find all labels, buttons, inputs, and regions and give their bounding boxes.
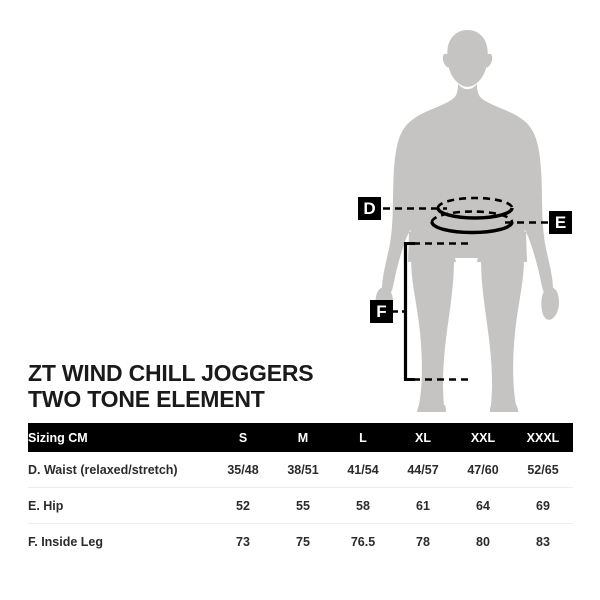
cell-waist-xl: 44/57: [407, 462, 439, 477]
product-title-line-2: TWO TONE ELEMENT: [28, 386, 265, 412]
sizing-table: Sizing CM S M L XL XXL XXXL D. Waist (re…: [28, 423, 573, 559]
cell-waist-s: 35/48: [227, 462, 259, 477]
table-row: D. Waist (relaxed/stretch) 35/48 38/51 4…: [28, 452, 573, 488]
product-title: ZT WIND CHILL JOGGERS TWO TONE ELEMENT: [28, 360, 448, 412]
column-header-xxxl: XXXL: [526, 430, 560, 445]
body-silhouette-icon: [375, 30, 559, 412]
column-header-xxl: XXL: [470, 430, 496, 445]
table-row: F. Inside Leg 73 75 76.5 78 80 83: [28, 524, 573, 560]
cell-inside-leg-m: 75: [296, 534, 310, 549]
cell-hip-l: 58: [356, 498, 370, 513]
cell-hip-s: 52: [236, 498, 250, 513]
cell-hip-xxxl: 69: [536, 498, 550, 513]
table-row: E. Hip 52 55 58 61 64 69: [28, 488, 573, 524]
measurement-marker-d: D: [358, 197, 381, 220]
product-title-line-1: ZT WIND CHILL JOGGERS: [28, 360, 314, 386]
cell-inside-leg-xl: 78: [416, 534, 430, 549]
column-header-xl: XL: [415, 430, 431, 445]
hip-band-ellipse: [430, 210, 514, 235]
cell-hip-m: 55: [296, 498, 310, 513]
measurement-marker-e: E: [549, 211, 572, 234]
cell-waist-xxl: 47/60: [467, 462, 499, 477]
cell-waist-l: 41/54: [347, 462, 379, 477]
cell-hip-xxl: 64: [476, 498, 490, 513]
cell-inside-leg-xxxl: 83: [536, 534, 550, 549]
sizing-diagram: D E F: [358, 30, 572, 412]
cell-inside-leg-s: 73: [236, 534, 250, 549]
column-header-l: L: [359, 430, 367, 445]
sizing-table-body: D. Waist (relaxed/stretch) 35/48 38/51 4…: [28, 452, 573, 559]
column-header-s: S: [238, 430, 248, 445]
row-label-hip: E. Hip: [28, 498, 64, 513]
row-label-inside-leg: F. Inside Leg: [28, 534, 104, 549]
row-label-waist: D. Waist (relaxed/stretch): [28, 462, 178, 477]
cell-inside-leg-l: 76.5: [350, 534, 376, 549]
sizing-table-head: Sizing CM S M L XL XXL XXXL: [28, 423, 573, 452]
cell-waist-m: 38/51: [287, 462, 319, 477]
cell-inside-leg-xxl: 80: [476, 534, 490, 549]
column-header-m: M: [297, 430, 309, 445]
table-header-row: Sizing CM S M L XL XXL XXXL: [28, 423, 573, 452]
cell-hip-xl: 61: [416, 498, 430, 513]
column-header-sizing-cm: Sizing CM: [28, 430, 88, 445]
body-figure-svg: [375, 30, 559, 412]
measurement-marker-f: F: [370, 300, 393, 323]
waist-band-ellipse: [436, 196, 514, 220]
inside-leg-bracket: [392, 242, 470, 381]
cell-waist-xxxl: 52/65: [527, 462, 559, 477]
